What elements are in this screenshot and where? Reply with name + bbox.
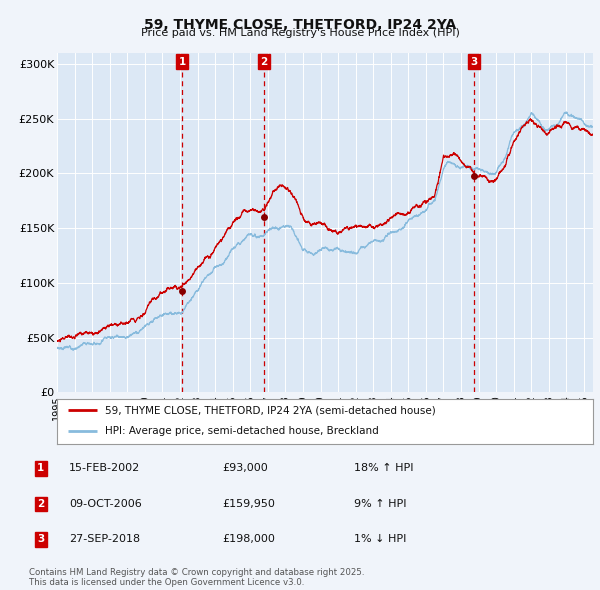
Text: 9% ↑ HPI: 9% ↑ HPI: [354, 499, 407, 509]
Text: 59, THYME CLOSE, THETFORD, IP24 2YA: 59, THYME CLOSE, THETFORD, IP24 2YA: [144, 18, 456, 32]
Text: 09-OCT-2006: 09-OCT-2006: [69, 499, 142, 509]
Text: £198,000: £198,000: [222, 535, 275, 544]
Text: 18% ↑ HPI: 18% ↑ HPI: [354, 464, 413, 473]
Text: HPI: Average price, semi-detached house, Breckland: HPI: Average price, semi-detached house,…: [105, 427, 379, 436]
Text: 1: 1: [37, 464, 44, 473]
Text: Price paid vs. HM Land Registry's House Price Index (HPI): Price paid vs. HM Land Registry's House …: [140, 28, 460, 38]
Text: 15-FEB-2002: 15-FEB-2002: [69, 464, 140, 473]
Text: 1% ↓ HPI: 1% ↓ HPI: [354, 535, 406, 544]
Text: 2: 2: [260, 57, 268, 67]
Text: £159,950: £159,950: [222, 499, 275, 509]
Text: 3: 3: [37, 535, 44, 544]
Text: 59, THYME CLOSE, THETFORD, IP24 2YA (semi-detached house): 59, THYME CLOSE, THETFORD, IP24 2YA (sem…: [105, 405, 436, 415]
Text: £93,000: £93,000: [222, 464, 268, 473]
Text: 3: 3: [470, 57, 478, 67]
Text: Contains HM Land Registry data © Crown copyright and database right 2025.
This d: Contains HM Land Registry data © Crown c…: [29, 568, 364, 587]
Text: 27-SEP-2018: 27-SEP-2018: [69, 535, 140, 544]
Text: 2: 2: [37, 499, 44, 509]
Text: 1: 1: [178, 57, 186, 67]
